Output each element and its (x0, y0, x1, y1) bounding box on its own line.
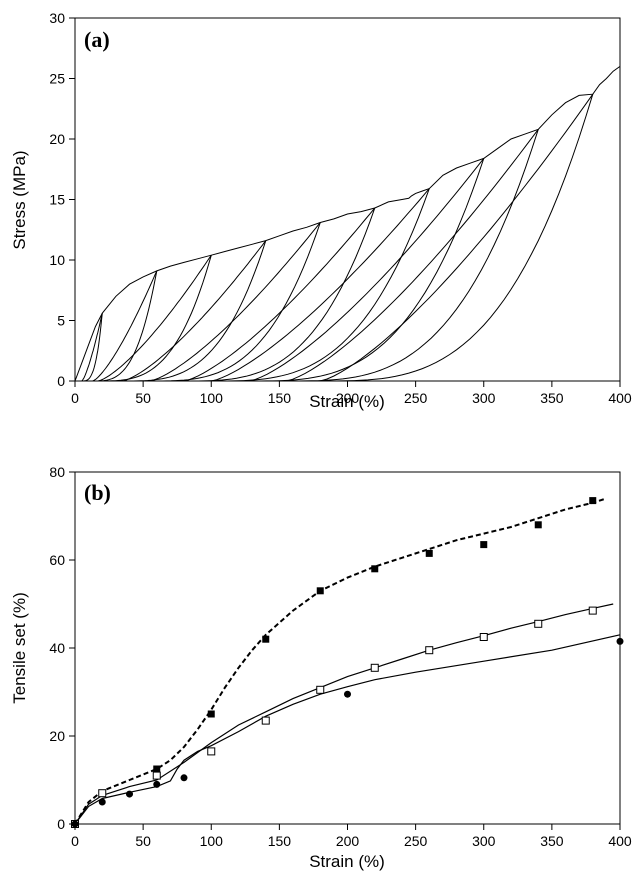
panel-a-x-tick-label: 50 (135, 390, 151, 406)
data-point-open-square (479, 633, 488, 641)
panel-a-ticks: 0 50 100 150 200 250 300 350 400 0 5 10 15 20 25 30 (49, 10, 631, 406)
unloading-curve-5 (149, 222, 321, 382)
panel-b-y-tick-label: 20 (49, 728, 65, 744)
panel-a-stress-strain: (a) 0 50 100 150 200 250 300 350 400 0 5 10 15 20 25 30… (10, 10, 632, 411)
unloading-curve-4 (122, 240, 267, 382)
panel-b-label: (b) (84, 480, 111, 505)
data-point-open-square (534, 619, 543, 628)
data-point-filled-circle (616, 637, 624, 645)
panel-b-tensile-set: (b) 0 50 100 150 200 250 300 350 400 0 20 40 60 80 St… (10, 464, 632, 871)
panel-b-y-tick-label: 0 (57, 816, 65, 832)
panel-a-y-tick-label: 10 (49, 252, 65, 268)
data-point-filled-square (534, 521, 542, 529)
data-point-filled-circle (180, 774, 188, 782)
data-point-open-square (98, 789, 107, 798)
reloading-curve-6 (183, 207, 376, 382)
data-point-filled-square (589, 497, 597, 505)
fit-line-open-square (74, 603, 614, 825)
unloading-curve-8 (249, 158, 485, 382)
unloading-curve-2 (92, 270, 158, 382)
panel-b-x-tick-label: 300 (472, 833, 496, 849)
panel-b-y-tick-label: 80 (49, 464, 65, 480)
panel-a-y-axis-label: Stress (MPa) (10, 150, 29, 249)
data-point-filled-circle (344, 690, 351, 698)
panel-a-frame (74, 17, 621, 382)
panel-b-y-axis-label: Tensile set (%) (10, 592, 29, 703)
panel-a-x-tick-label: 250 (404, 390, 428, 406)
data-point-open-square (152, 771, 161, 780)
reloading-curve-10 (320, 93, 594, 382)
unloading-curve-6 (184, 207, 376, 382)
panel-b-x-tick-label: 200 (336, 833, 360, 849)
panel-a-y-tick-label: 30 (49, 10, 65, 26)
unloading-curve-1 (81, 313, 103, 382)
panel-a-x-tick-label: 350 (540, 390, 564, 406)
unloading-curve-7 (211, 188, 430, 382)
panel-a-y-tick-label: 20 (49, 131, 65, 147)
panel-a-y-tick-label: 15 (49, 192, 65, 208)
data-point-filled-square (425, 549, 433, 557)
panel-b-x-tick-label: 0 (71, 833, 79, 849)
data-point-filled-square (316, 587, 324, 595)
panel-a-curves (74, 65, 621, 382)
panel-b-markers (71, 497, 624, 828)
data-point-open-square (261, 716, 270, 725)
reloading-curve-2 (92, 270, 158, 382)
panel-a-y-tick-label: 25 (49, 71, 65, 87)
panel-a-y-tick-label: 0 (57, 373, 65, 389)
panel-a-x-tick-label: 300 (472, 390, 496, 406)
data-point-open-square (370, 663, 379, 672)
fit-line-filled-circle (74, 634, 621, 825)
panel-a-x-axis-label: Strain (%) (309, 392, 385, 411)
panel-a-x-tick-label: 150 (268, 390, 292, 406)
reloading-curve-8 (249, 158, 485, 382)
reloading-curve-9 (286, 128, 539, 382)
data-point-filled-square (153, 765, 161, 773)
data-point-open-square (207, 747, 216, 756)
reloading-curve-7 (211, 188, 430, 382)
data-point-filled-square (207, 710, 215, 718)
data-point-open-square (316, 685, 325, 694)
reloading-curve-1 (81, 313, 103, 382)
panel-a-y-tick-label: 5 (57, 313, 65, 329)
panel-b-ticks: 0 50 100 150 200 250 300 350 400 0 20 40 60 80 (49, 464, 631, 849)
reloading-curve-3 (98, 254, 212, 382)
data-point-filled-square (480, 541, 488, 549)
panel-a-x-tick-label: 100 (200, 390, 224, 406)
unloading-curve-9 (286, 129, 539, 382)
panel-a-x-tick-label: 200 (336, 390, 360, 406)
panel-b-x-tick-label: 350 (540, 833, 564, 849)
panel-a-x-tick-label: 0 (71, 390, 79, 406)
panel-a-x-tick-label: 400 (608, 390, 632, 406)
reloading-curve-5 (149, 222, 321, 382)
panel-b-x-tick-label: 100 (200, 833, 224, 849)
data-point-filled-circle (71, 820, 79, 828)
reloading-curve-4 (122, 240, 267, 382)
data-point-filled-square (371, 565, 379, 573)
data-point-filled-square (262, 635, 270, 643)
data-point-filled-circle (153, 780, 161, 788)
unloading-curve-10 (320, 94, 594, 382)
unloading-curve-3 (98, 255, 212, 382)
panel-b-x-tick-label: 400 (608, 833, 632, 849)
panel-b-x-tick-label: 250 (404, 833, 428, 849)
data-point-open-square (588, 606, 597, 615)
panel-b-y-tick-label: 60 (49, 552, 65, 568)
data-point-filled-circle (126, 790, 133, 798)
panel-b-x-tick-label: 150 (268, 833, 292, 849)
panel-b-x-axis-label: Strain (%) (309, 852, 385, 871)
panel-b-y-tick-label: 40 (49, 640, 65, 656)
panel-b-x-tick-label: 50 (135, 833, 151, 849)
stress-strain-loading-envelope (74, 65, 621, 382)
data-point-filled-circle (98, 798, 106, 806)
data-point-open-square (425, 646, 434, 655)
panel-a-label: (a) (84, 27, 110, 52)
